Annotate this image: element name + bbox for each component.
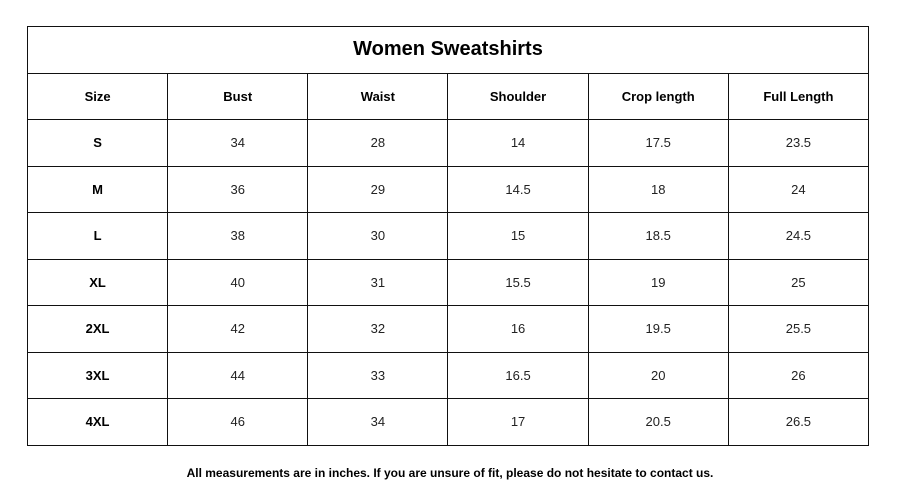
measurement-cell: 34 [167,119,309,167]
measurement-cell: 28 [307,119,449,167]
measurement-cell: 40 [167,258,309,306]
size-cell: 3XL [26,351,169,399]
measurement-cell: 42 [167,305,309,353]
measurement-cell: 24 [727,165,870,213]
table-title: Women Sweatshirts [27,26,869,74]
column-header: Bust [167,72,309,120]
measurement-cell: 46 [167,398,309,446]
measurement-cell: 19.5 [587,305,729,353]
size-cell: S [26,119,169,167]
measurement-cell: 18.5 [587,212,729,260]
size-cell: 4XL [26,398,169,446]
measurement-cell: 16.5 [447,351,589,399]
measurement-cell: 14 [447,119,589,167]
table-row: 4XL 46 34 17 20.5 26.5 [26,398,870,446]
table-row: XL 40 31 15.5 19 25 [26,258,870,306]
measurement-cell: 34 [307,398,449,446]
column-header: Crop length [587,72,729,120]
size-cell: L [26,212,169,260]
measurement-cell: 20 [587,351,729,399]
measurement-cell: 33 [307,351,449,399]
size-cell: 2XL [26,305,169,353]
measurement-cell: 17 [447,398,589,446]
size-chart-table: Women Sweatshirts Size Bust Waist Shoulder C… [26,26,870,446]
measurement-cell: 25.5 [727,305,870,353]
measurement-cell: 19 [587,258,729,306]
measurement-cell: 18 [587,165,729,213]
footnote: All measurements are in inches. If you a… [186,466,714,480]
measurement-cell: 24.5 [727,212,870,260]
column-header: Full Length [727,72,870,120]
size-cell: M [26,165,169,213]
table-row: 2XL 42 32 16 19.5 25.5 [26,305,870,353]
measurement-cell: 31 [307,258,449,306]
size-cell: XL [26,258,169,306]
column-header: Shoulder [447,72,589,120]
measurement-cell: 29 [307,165,449,213]
table-body: S 34 28 14 17.5 23.5 M 36 29 14.5 18 24 L 38 30 15 18.5 2… [26,119,870,446]
measurement-cell: 26 [727,351,870,399]
column-header: Size [26,72,169,120]
table-row: 3XL 44 33 16.5 20 26 [26,351,870,399]
measurement-cell: 15 [447,212,589,260]
measurement-cell: 15.5 [447,258,589,306]
header-row: Size Bust Waist Shoulder Crop length Full Len… [26,72,870,120]
title-row: Women Sweatshirts [27,26,869,74]
measurement-cell: 20.5 [587,398,729,446]
measurement-cell: 14.5 [447,165,589,213]
measurement-cell: 38 [167,212,309,260]
measurement-cell: 36 [167,165,309,213]
measurement-cell: 26.5 [727,398,870,446]
column-header: Waist [307,72,449,120]
measurement-cell: 17.5 [587,119,729,167]
measurement-cell: 30 [307,212,449,260]
measurement-cell: 32 [307,305,449,353]
table-row: M 36 29 14.5 18 24 [26,165,870,213]
table-row: S 34 28 14 17.5 23.5 [26,119,870,167]
measurement-cell: 44 [167,351,309,399]
table-row: L 38 30 15 18.5 24.5 [26,212,870,260]
measurement-cell: 16 [447,305,589,353]
measurement-cell: 23.5 [727,119,870,167]
measurement-cell: 25 [727,258,870,306]
